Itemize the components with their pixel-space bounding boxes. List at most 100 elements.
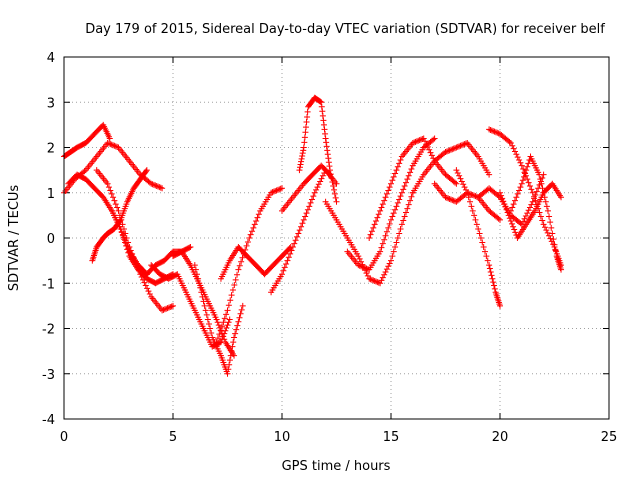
data-point — [525, 179, 532, 186]
data-point — [388, 180, 394, 187]
data-point — [452, 145, 459, 152]
data-point — [509, 142, 516, 149]
data-point — [379, 240, 386, 247]
data-point — [120, 236, 127, 243]
data-point — [389, 213, 396, 220]
data-point — [234, 322, 241, 329]
data-point — [373, 218, 380, 225]
data-point — [119, 232, 126, 239]
data-point — [155, 183, 162, 190]
data-point — [323, 143, 330, 150]
data-point — [201, 302, 208, 309]
data-point — [355, 253, 362, 260]
data-point — [467, 190, 474, 197]
data-point — [287, 250, 294, 257]
series-sat-track-12 — [217, 244, 294, 282]
data-point — [517, 159, 524, 166]
data-point — [458, 142, 465, 149]
data-point — [333, 198, 340, 205]
data-point — [123, 242, 130, 249]
data-point — [480, 244, 487, 251]
data-point — [401, 213, 408, 220]
data-point — [541, 194, 548, 201]
data-point — [208, 330, 215, 337]
data-point — [491, 285, 498, 292]
data-point — [367, 231, 374, 238]
data-point — [298, 155, 305, 162]
data-point — [221, 336, 228, 343]
data-point — [324, 151, 331, 158]
data-point — [532, 192, 539, 199]
data-point — [442, 149, 449, 156]
data-point — [255, 211, 262, 218]
data-point — [221, 315, 228, 322]
data-point — [383, 190, 390, 197]
y-tick-label: -2 — [42, 323, 55, 338]
data-point — [491, 282, 498, 289]
data-point — [112, 201, 119, 208]
data-point — [385, 224, 392, 231]
data-point — [468, 191, 475, 198]
data-point — [108, 141, 115, 148]
series-sat-track-15 — [296, 94, 340, 205]
data-point — [427, 149, 434, 156]
data-point — [213, 316, 220, 323]
data-point — [298, 223, 305, 230]
data-point — [150, 181, 157, 188]
data-point — [307, 199, 314, 206]
data-point — [507, 139, 514, 146]
data-point — [506, 138, 513, 145]
data-point — [224, 370, 231, 377]
data-point — [390, 210, 397, 217]
data-point — [153, 182, 160, 189]
data-point — [110, 142, 117, 149]
data-point — [476, 230, 483, 237]
series-sat-track-21 — [453, 167, 503, 309]
data-point — [268, 189, 275, 196]
data-point — [272, 188, 279, 195]
data-point — [226, 357, 233, 364]
data-point — [320, 117, 327, 124]
x-tick-label: 0 — [60, 430, 68, 445]
data-point — [319, 172, 326, 179]
data-point — [159, 307, 166, 314]
data-point — [141, 279, 148, 286]
data-point — [329, 179, 336, 186]
data-point — [546, 232, 553, 239]
data-point — [522, 212, 529, 219]
data-point — [390, 173, 397, 180]
data-point — [422, 138, 429, 145]
x-tick-label: 15 — [383, 430, 400, 445]
data-point — [558, 194, 565, 201]
data-point — [461, 184, 468, 191]
data-point — [321, 126, 328, 133]
data-point — [299, 152, 306, 159]
data-point — [323, 139, 330, 146]
data-point — [462, 140, 469, 147]
data-point — [123, 235, 130, 241]
data-point — [420, 135, 427, 142]
plot-frame — [63, 56, 610, 420]
data-point — [479, 239, 486, 246]
data-point — [540, 221, 547, 228]
data-point — [144, 285, 151, 292]
data-point — [314, 184, 321, 191]
data-point — [304, 108, 311, 115]
data-point — [299, 220, 306, 227]
data-point — [291, 240, 298, 247]
data-point — [197, 284, 204, 291]
data-point — [302, 124, 309, 131]
data-point — [550, 236, 557, 243]
data-point — [508, 220, 515, 227]
data-point — [370, 224, 377, 231]
data-point — [487, 268, 494, 275]
data-point — [237, 310, 244, 317]
data-point — [235, 318, 242, 325]
data-point — [106, 135, 113, 142]
data-point — [322, 130, 329, 137]
data-point — [471, 212, 478, 219]
data-point — [187, 244, 194, 251]
data-point — [368, 276, 375, 283]
data-point — [394, 199, 401, 206]
data-point — [417, 136, 424, 143]
